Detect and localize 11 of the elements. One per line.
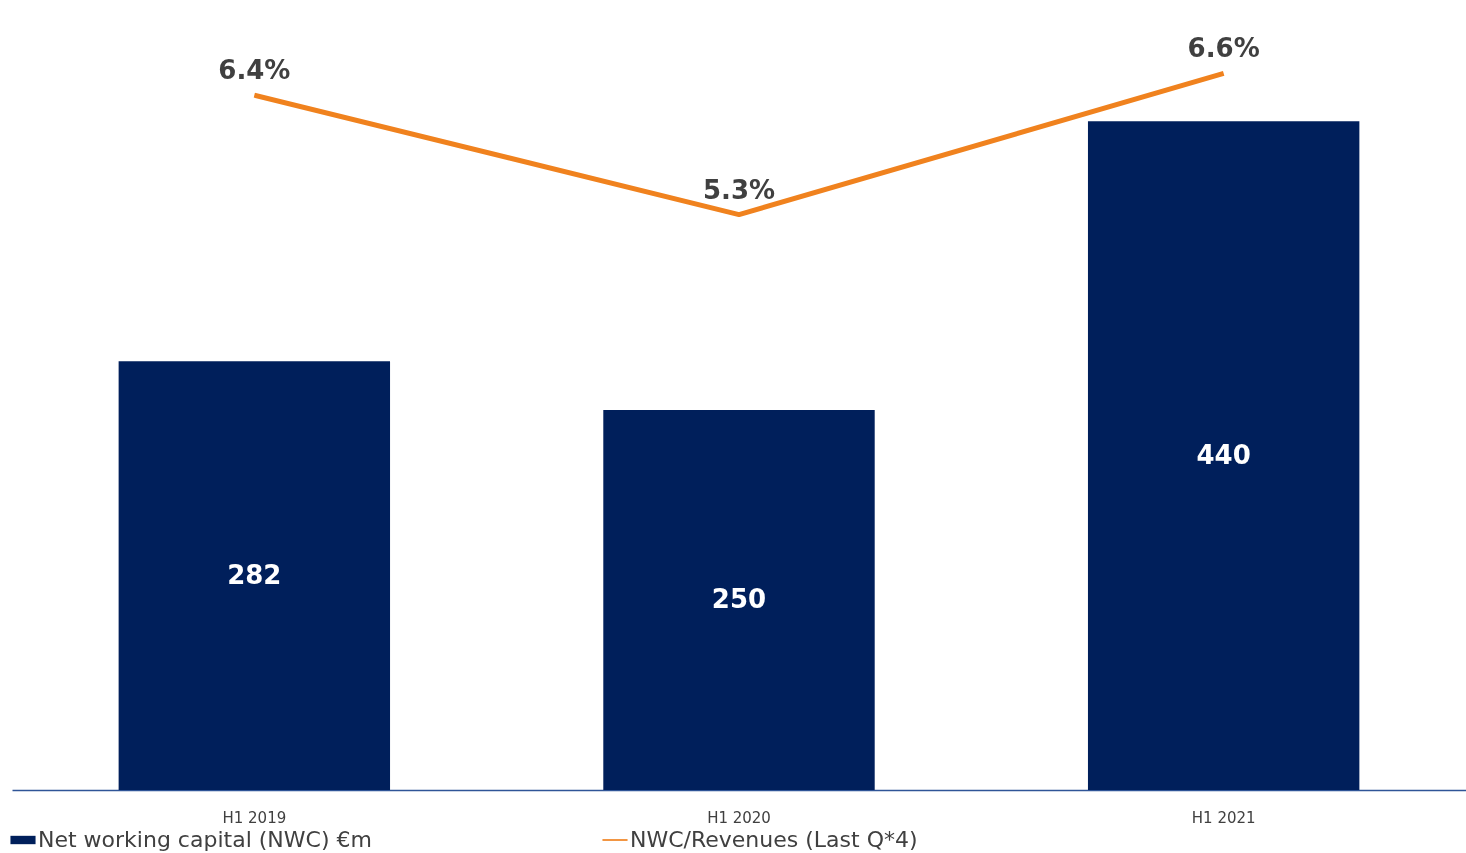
x-tick-label: H1 2021 [1191, 808, 1256, 827]
legend-label: NWC/Revenues (Last Q*4) [630, 827, 918, 852]
data-label: 5.3% [702, 174, 776, 205]
x-tick-label: H1 2020 [707, 808, 771, 827]
data-label: 6.4% [218, 55, 291, 86]
data-label: 440 [1196, 439, 1251, 470]
legend-label: Net working capital (NWC) €m [38, 827, 372, 852]
data-label: 6.6% [1187, 33, 1260, 64]
data-label: 250 [711, 584, 767, 614]
x-tick-label: H1 2019 [222, 808, 287, 827]
data-label: 282 [227, 559, 282, 590]
